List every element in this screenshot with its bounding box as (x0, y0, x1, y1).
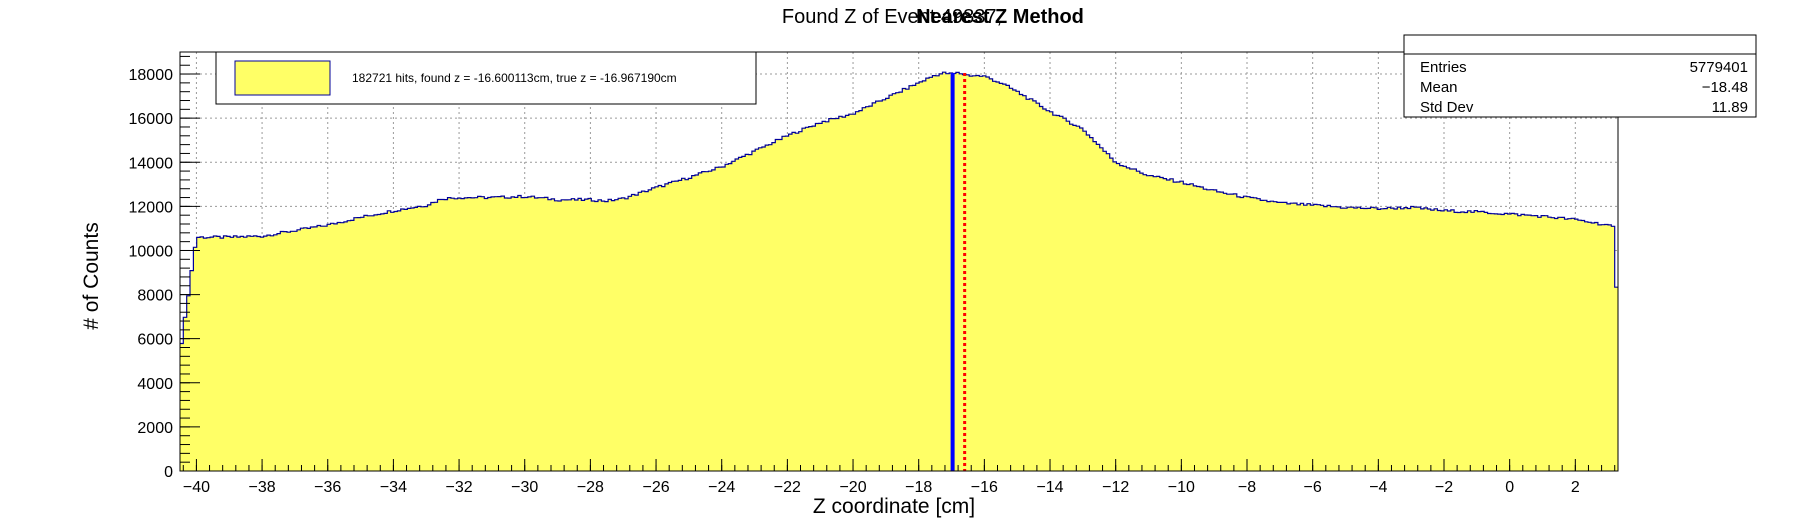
stats-stddev-value: 11.89 (1712, 99, 1748, 116)
stats-box: Entries 5779401 Mean −18.48 Std Dev 11.8… (1403, 34, 1757, 118)
x-tick-label: −12 (1102, 479, 1129, 496)
y-tick-label: 16000 (129, 111, 174, 128)
marker-lines (950, 72, 967, 471)
chart-title: Found Z of Event 49837, (782, 6, 1002, 28)
y-axis-ticks: 0 2000 4000 6000 8000 10000 12000 14000 16000 180… (129, 55, 200, 481)
chart-title-main: Found Z of Event 49837, (782, 6, 1002, 28)
x-tick-label: −4 (1369, 479, 1387, 496)
histogram-series (180, 71, 1618, 471)
x-tick-label: −10 (1168, 479, 1195, 496)
y-tick-label: 8000 (137, 288, 173, 305)
stats-entries-label: Entries (1420, 59, 1467, 76)
stats-mean-value: −18.48 (1702, 79, 1748, 96)
x-tick-label: −8 (1238, 479, 1256, 496)
x-tick-label: 2 (1571, 479, 1580, 496)
x-tick-label: −28 (577, 479, 604, 496)
histogram-fill (180, 72, 1618, 471)
x-tick-label: −32 (445, 479, 472, 496)
x-tick-label: −30 (511, 479, 538, 496)
chart-title-bold: Nearest Z Method (916, 6, 1084, 28)
stats-entries-value: 5779401 (1690, 59, 1748, 76)
y-tick-label: 12000 (129, 199, 174, 216)
x-tick-label: −6 (1304, 479, 1322, 496)
stats-mean-label: Mean (1420, 79, 1458, 96)
x-tick-label: −2 (1435, 479, 1453, 496)
stats-stddev-label: Std Dev (1420, 99, 1474, 116)
x-axis-ticks: −40 −38 −36 −34 −32 −30 −28 −26 −24 −22 −20 −18 −16−… (182, 459, 1616, 496)
x-tick-label: −20 (839, 479, 866, 496)
x-axis-title: Z coordinate [cm] (813, 495, 975, 518)
plot-area: −40 −38 −36 −34 −32 −30 −28 −26 −24 −22 −20 −18 −16−… (129, 51, 1619, 496)
y-tick-label: 18000 (129, 67, 174, 84)
y-tick-label: 0 (164, 464, 173, 481)
x-tick-label: −14 (1036, 479, 1063, 496)
y-tick-label: 10000 (129, 243, 174, 260)
y-tick-label: 6000 (137, 332, 173, 349)
x-tick-label: −26 (642, 479, 669, 496)
y-tick-label: 14000 (129, 155, 174, 172)
x-tick-label: −36 (314, 479, 341, 496)
x-tick-label: −24 (708, 479, 735, 496)
x-tick-label: −16 (971, 479, 998, 496)
y-tick-label: 2000 (137, 420, 173, 437)
x-tick-label: 0 (1505, 479, 1514, 496)
plot-frame (179, 51, 1619, 472)
x-tick-label: −34 (380, 479, 407, 496)
x-tick-label: −18 (905, 479, 932, 496)
legend-swatch (234, 60, 331, 96)
y-axis-title: # of Counts (80, 222, 103, 329)
legend: 182721 hits, found z = -16.600113cm, tru… (215, 51, 757, 105)
y-tick-label: 4000 (137, 376, 173, 393)
x-tick-label: −38 (249, 479, 276, 496)
x-tick-label: −22 (774, 479, 801, 496)
x-tick-label: −40 (183, 479, 210, 496)
legend-entry-text: 182721 hits, found z = -16.600113cm, tru… (352, 71, 677, 85)
stats-frame (1403, 34, 1757, 118)
histogram-outline (180, 71, 1618, 345)
